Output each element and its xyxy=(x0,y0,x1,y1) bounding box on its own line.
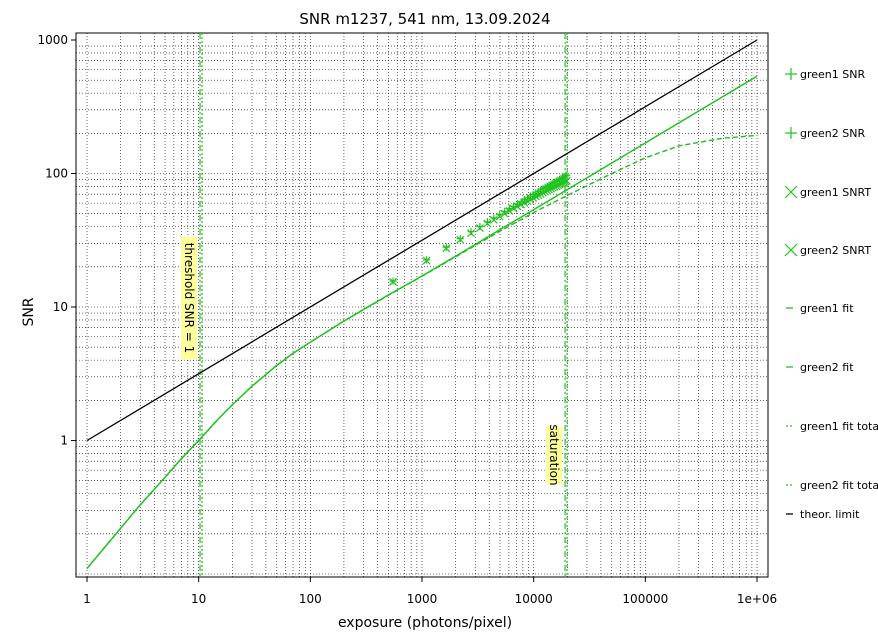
cross-marker xyxy=(545,185,553,194)
plus-marker xyxy=(442,243,450,251)
legend-entry: green1 fit total xyxy=(786,420,878,433)
ticks: 1 10 100 1000 10000 100000 1e+06 1 10 100 1000 xyxy=(37,33,777,606)
x-tick-label: 100000 xyxy=(622,592,668,606)
legend-label: green1 fit xyxy=(800,302,854,315)
legend: green1 SNR green2 SNR green1 SNRT green2 SN… xyxy=(784,68,878,521)
plus-marker xyxy=(563,171,571,179)
cross-marker xyxy=(505,207,514,215)
plus-marker xyxy=(561,172,569,180)
cross-marker xyxy=(476,224,484,232)
legend-label: green2 fit xyxy=(800,361,854,374)
x-tick-label: 100 xyxy=(299,592,322,606)
legend-entry: green1 SNR xyxy=(785,68,865,81)
y-axis-label: SNR xyxy=(21,297,37,326)
annotation-label: saturation xyxy=(547,424,561,485)
cross-marker xyxy=(536,190,545,198)
cross-marker xyxy=(389,278,397,286)
legend-label: green1 fit total xyxy=(800,420,878,433)
legend-label: green2 SNR xyxy=(800,127,865,140)
legend-label: green1 SNR xyxy=(800,68,865,81)
cross-marker xyxy=(489,216,498,224)
cross-marker xyxy=(483,219,492,228)
series xyxy=(86,39,758,569)
legend-entry: green1 fit xyxy=(786,302,854,315)
legend-entry: green1 SNRT xyxy=(784,185,871,199)
chart-title: SNR m1237, 541 nm, 13.09.2024 xyxy=(299,10,550,28)
plus-marker xyxy=(456,235,464,243)
cross-marker xyxy=(531,192,540,201)
cross-marker xyxy=(422,256,431,265)
plus-marker xyxy=(467,228,475,236)
cross-marker xyxy=(541,187,549,196)
cross-marker xyxy=(456,235,465,244)
series-line xyxy=(86,134,758,569)
legend-label: green2 SNRT xyxy=(800,244,871,257)
legend-label: green2 fit total xyxy=(800,479,878,492)
series-line xyxy=(86,39,758,442)
cross-marker xyxy=(539,189,547,197)
legend-label: theor. limit xyxy=(800,508,860,521)
x-tick-label: 1e+06 xyxy=(737,592,777,606)
cross-marker xyxy=(513,202,522,211)
cross-marker xyxy=(467,229,475,238)
x-tick-label: 1000 xyxy=(407,592,438,606)
y-tick-label: 1 xyxy=(60,434,68,448)
cross-marker xyxy=(442,244,451,253)
cross-marker xyxy=(534,191,543,200)
cross-marker xyxy=(495,212,504,221)
y-tick-label: 10 xyxy=(53,300,68,314)
vertical-line-annotation: saturation xyxy=(546,424,563,486)
legend-entry: theor. limit xyxy=(786,508,860,521)
x-tick-label: 10000 xyxy=(515,592,553,606)
grid xyxy=(76,33,768,577)
annotation-background xyxy=(181,237,198,359)
y-tick-label: 1000 xyxy=(37,33,68,47)
cross-marker xyxy=(562,177,571,185)
x-tick-label: 1 xyxy=(83,592,91,606)
cross-marker xyxy=(547,184,555,193)
legend-entry: green2 fit total xyxy=(786,479,878,492)
legend-entry: green2 SNR xyxy=(785,127,865,140)
plus-marker xyxy=(559,174,567,182)
x-axis-label: exposure (photons/pixel) xyxy=(338,615,512,631)
legend-cross-icon xyxy=(784,243,798,257)
legend-entry: green2 fit xyxy=(786,361,854,374)
legend-cross-icon xyxy=(784,185,798,199)
cross-marker xyxy=(500,209,509,218)
legend-entry: green2 SNRT xyxy=(784,243,871,257)
plus-marker xyxy=(476,223,484,231)
annotation-label: threshold SNR = 1 xyxy=(182,243,196,354)
cross-marker xyxy=(543,186,551,195)
x-tick-label: 10 xyxy=(191,592,206,606)
vertical-lines: threshold SNR = 1 saturation xyxy=(181,33,568,577)
annotation-background xyxy=(546,426,563,484)
cross-marker xyxy=(509,204,518,213)
vertical-line-annotation: threshold SNR = 1 xyxy=(181,237,198,359)
y-tick-label: 100 xyxy=(45,167,68,181)
legend-label: green1 SNRT xyxy=(800,186,871,199)
